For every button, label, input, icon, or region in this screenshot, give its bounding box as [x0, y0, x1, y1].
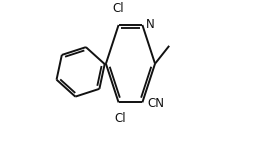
Text: N: N — [146, 18, 154, 31]
Text: CN: CN — [147, 97, 164, 110]
Text: Cl: Cl — [112, 2, 124, 15]
Text: Cl: Cl — [114, 112, 125, 125]
